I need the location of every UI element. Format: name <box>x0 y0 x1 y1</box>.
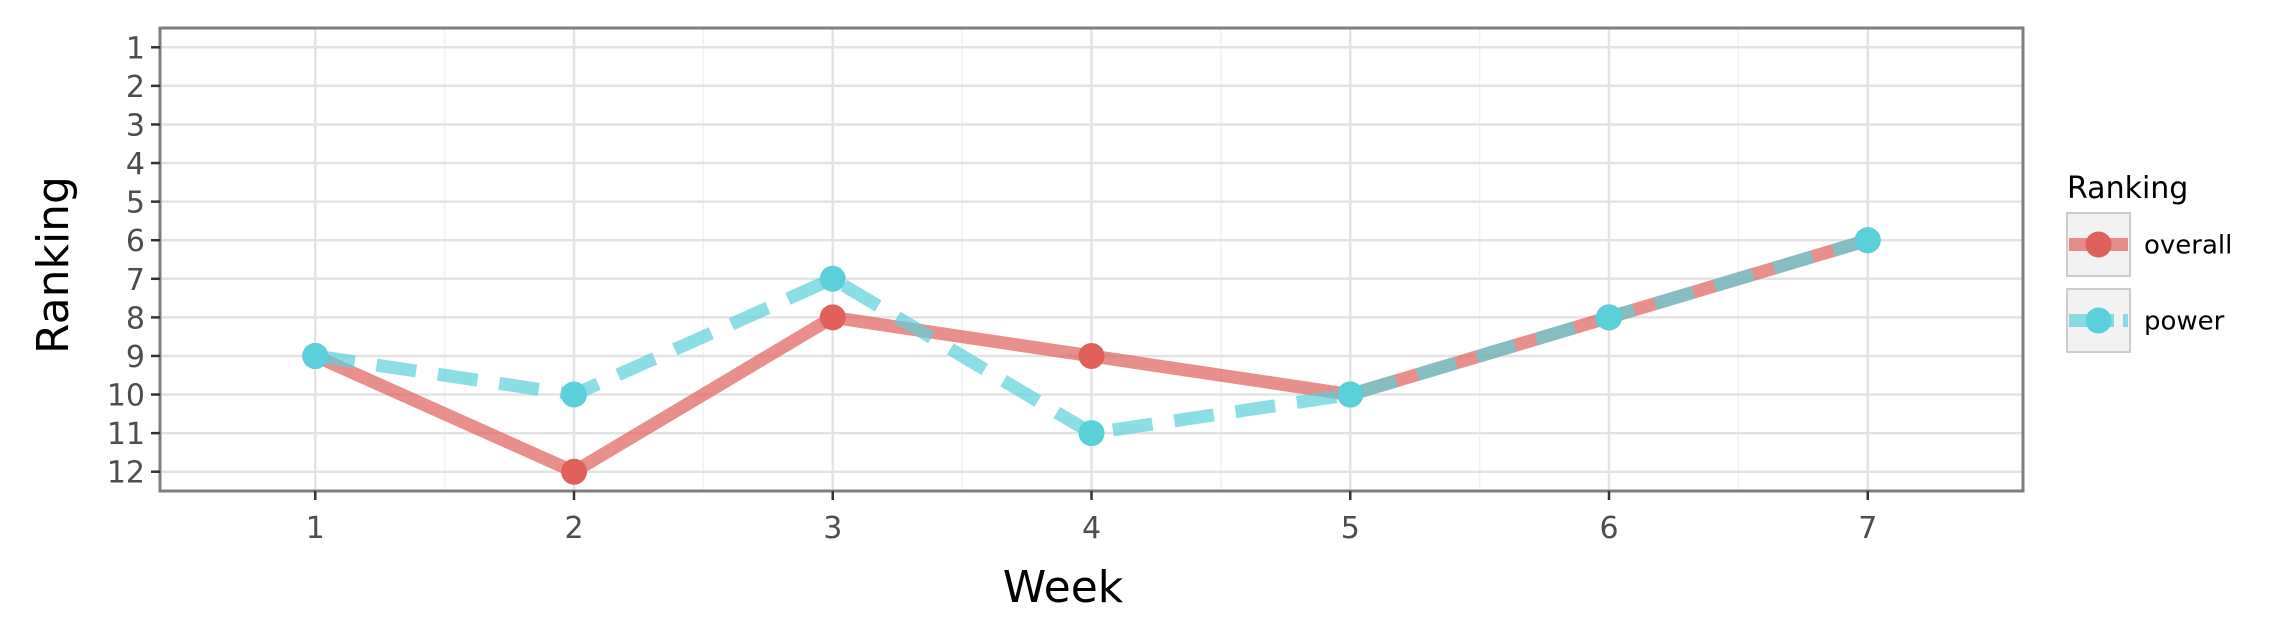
data-point-power <box>1337 381 1364 408</box>
y-tick-label: 12 <box>107 456 145 491</box>
data-point-power <box>1596 304 1622 331</box>
y-tick-label: 5 <box>126 186 145 221</box>
data-point-power <box>561 381 587 408</box>
data-point-power <box>1854 227 1881 254</box>
x-tick-label: 2 <box>564 511 583 546</box>
legend-item-overall: overall <box>2066 212 2232 277</box>
data-point-power <box>302 342 329 369</box>
legend-item-power: power <box>2066 288 2225 353</box>
legend-items: overall power <box>2066 212 2232 353</box>
data-point-overall <box>1078 342 1105 369</box>
y-axis-title: Ranking <box>28 176 79 354</box>
data-point-overall <box>561 458 587 485</box>
x-tick-label: 7 <box>1858 511 1877 546</box>
x-tick-label: 3 <box>823 511 842 546</box>
y-tick-label: 2 <box>126 70 145 105</box>
y-tick-label: 7 <box>126 263 145 298</box>
x-axis-ticks: 1 2 3 4 5 6 7 <box>306 491 1877 546</box>
legend-label: overall <box>2144 231 2232 261</box>
y-tick-label: 9 <box>126 340 145 375</box>
y-tick-label: 3 <box>126 108 145 143</box>
data-points <box>302 227 1881 485</box>
legend-label: power <box>2144 307 2225 337</box>
x-tick-label: 5 <box>1341 511 1360 546</box>
y-tick-label: 6 <box>126 224 145 259</box>
y-tick-label: 11 <box>107 417 145 452</box>
x-tick-label: 4 <box>1082 511 1101 546</box>
y-tick-label: 1 <box>126 31 145 66</box>
data-point-overall <box>819 304 846 331</box>
x-tick-label: 6 <box>1599 511 1618 546</box>
y-tick-label: 4 <box>126 147 145 182</box>
legend-key-point <box>2085 231 2112 258</box>
y-tick-label: 8 <box>126 301 145 336</box>
legend-key-point <box>2085 307 2112 334</box>
x-tick-label: 1 <box>306 511 325 546</box>
data-point-power <box>819 265 846 292</box>
data-point-power <box>1078 420 1105 447</box>
x-axis-title: Week <box>1003 562 1124 613</box>
y-tick-label: 10 <box>107 379 145 414</box>
legend: Ranking overall power <box>2066 171 2232 353</box>
legend-title: Ranking <box>2067 171 2188 206</box>
